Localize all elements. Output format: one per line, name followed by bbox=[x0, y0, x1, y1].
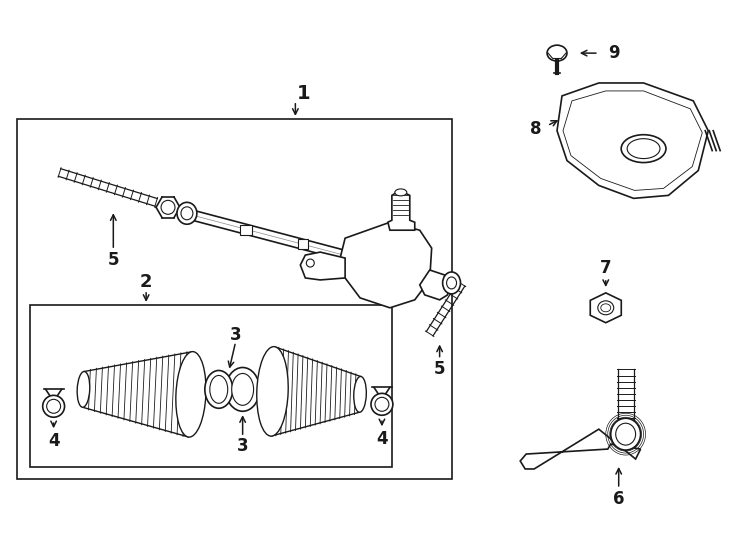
Ellipse shape bbox=[354, 376, 366, 412]
Ellipse shape bbox=[627, 139, 660, 159]
Bar bbox=[240, 225, 252, 235]
Ellipse shape bbox=[375, 397, 389, 411]
Ellipse shape bbox=[257, 347, 288, 436]
Ellipse shape bbox=[177, 202, 197, 224]
Ellipse shape bbox=[547, 45, 567, 61]
Bar bbox=[30, 305, 392, 467]
Ellipse shape bbox=[306, 259, 314, 267]
Text: 4: 4 bbox=[48, 432, 59, 450]
Polygon shape bbox=[300, 252, 345, 280]
Text: 8: 8 bbox=[531, 120, 542, 138]
Polygon shape bbox=[83, 352, 193, 437]
Ellipse shape bbox=[226, 368, 260, 411]
Ellipse shape bbox=[395, 189, 407, 196]
Ellipse shape bbox=[611, 418, 641, 450]
Ellipse shape bbox=[181, 207, 193, 220]
Text: 7: 7 bbox=[600, 259, 611, 277]
Polygon shape bbox=[557, 83, 708, 198]
Ellipse shape bbox=[77, 372, 90, 407]
Ellipse shape bbox=[205, 370, 233, 408]
Polygon shape bbox=[388, 191, 415, 230]
Polygon shape bbox=[192, 211, 356, 263]
Text: 5: 5 bbox=[108, 251, 119, 269]
Ellipse shape bbox=[601, 304, 611, 312]
Ellipse shape bbox=[210, 375, 228, 403]
Text: 3: 3 bbox=[230, 326, 241, 343]
Ellipse shape bbox=[597, 301, 614, 315]
Bar bbox=[17, 119, 451, 479]
Text: 1: 1 bbox=[297, 84, 310, 104]
Ellipse shape bbox=[443, 272, 460, 294]
Text: 9: 9 bbox=[608, 44, 619, 62]
Polygon shape bbox=[271, 347, 360, 436]
Ellipse shape bbox=[43, 395, 65, 417]
Ellipse shape bbox=[47, 400, 61, 413]
Ellipse shape bbox=[161, 200, 175, 214]
Polygon shape bbox=[420, 270, 449, 300]
Ellipse shape bbox=[176, 352, 206, 437]
Ellipse shape bbox=[232, 374, 253, 406]
Text: 5: 5 bbox=[434, 361, 446, 379]
Bar bbox=[298, 239, 308, 249]
Text: 6: 6 bbox=[613, 490, 625, 508]
Ellipse shape bbox=[446, 277, 457, 289]
Text: 4: 4 bbox=[376, 430, 388, 448]
Ellipse shape bbox=[621, 134, 666, 163]
Ellipse shape bbox=[371, 393, 393, 415]
Text: 2: 2 bbox=[140, 273, 153, 291]
Polygon shape bbox=[590, 293, 621, 323]
Ellipse shape bbox=[616, 423, 636, 445]
Text: 3: 3 bbox=[237, 437, 248, 455]
Polygon shape bbox=[520, 429, 641, 469]
Polygon shape bbox=[340, 222, 432, 308]
